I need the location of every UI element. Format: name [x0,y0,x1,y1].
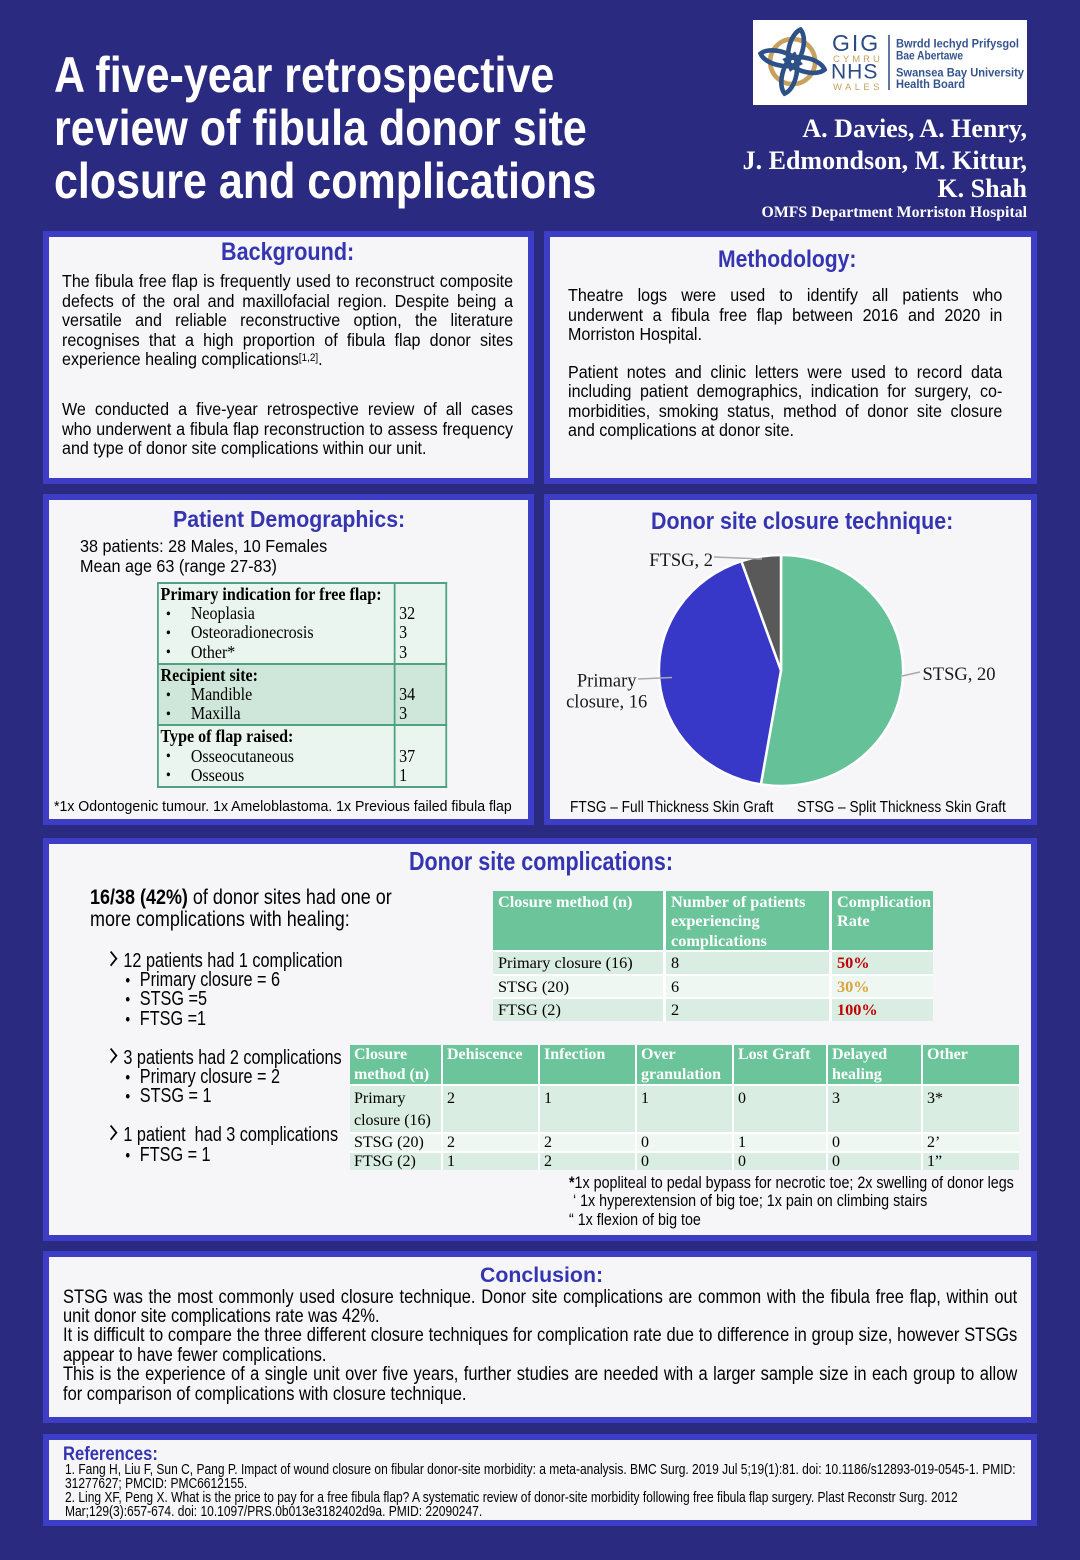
svg-text:NHS: NHS [831,61,878,84]
svg-text:Health Board: Health Board [896,79,965,91]
svg-text:WALES: WALES [833,82,883,93]
svg-text:closure, 16: closure, 16 [566,693,647,713]
svg-text:GIG: GIG [832,30,880,56]
svg-text:CYMRU: CYMRU [833,54,883,65]
svg-text:STSG, 20: STSG, 20 [923,665,996,685]
svg-text:Primary: Primary [577,672,637,692]
svg-text:Bae Abertawe: Bae Abertawe [896,51,963,63]
svg-text:FTSG, 2: FTSG, 2 [649,551,713,571]
svg-text:Swansea Bay University: Swansea Bay University [896,68,1025,80]
svg-text:Bwrdd Iechyd Prifysgol: Bwrdd Iechyd Prifysgol [896,39,1019,51]
